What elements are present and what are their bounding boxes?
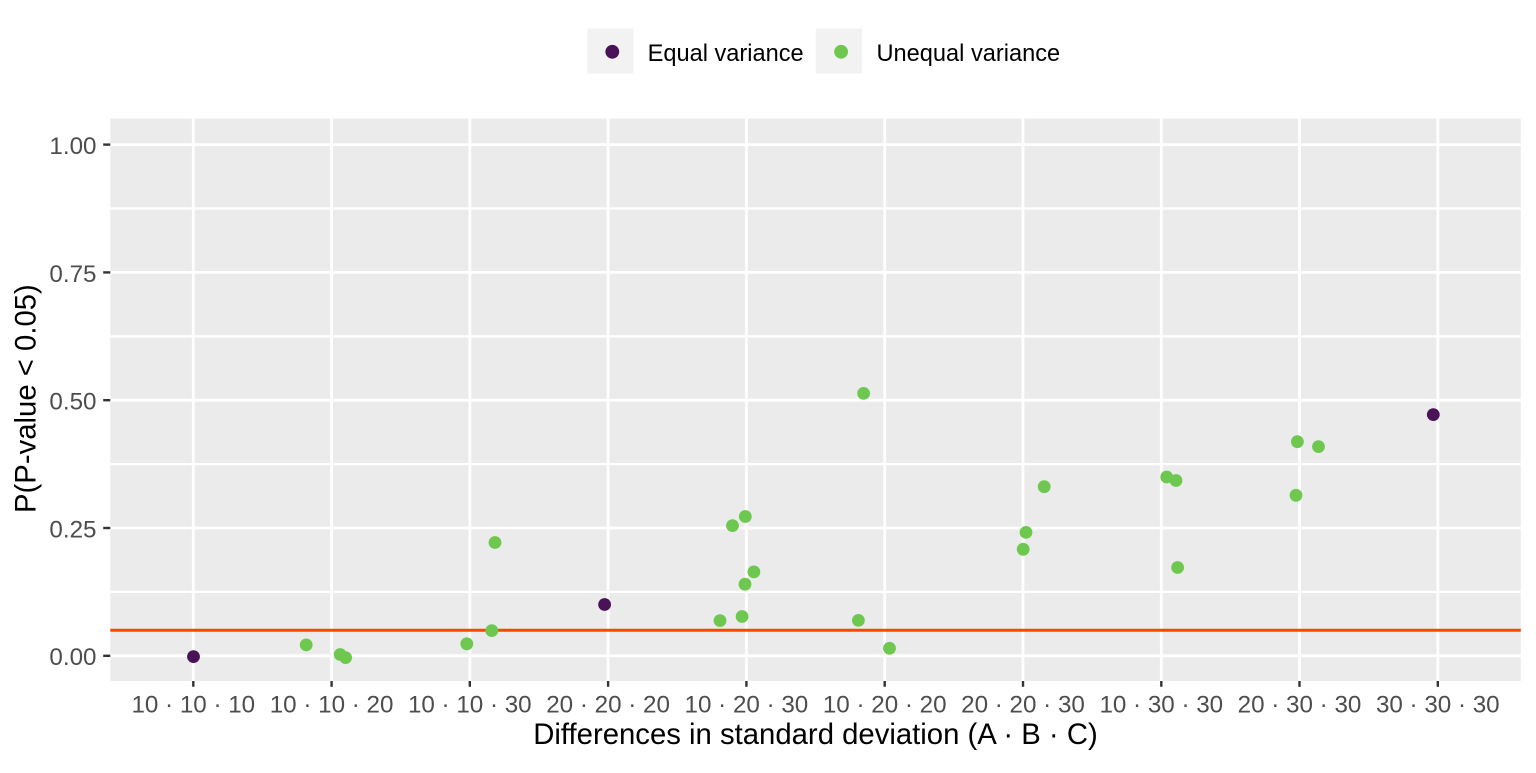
svg-text:0.50: 0.50 xyxy=(49,389,96,416)
svg-text:20 · 20 · 30: 20 · 20 · 30 xyxy=(961,691,1085,718)
svg-text:0.00: 0.00 xyxy=(49,644,96,671)
svg-text:P(P-value < 0.05): P(P-value < 0.05) xyxy=(10,284,43,513)
svg-text:10 · 10 · 10: 10 · 10 · 10 xyxy=(131,691,255,718)
svg-text:0.25: 0.25 xyxy=(49,516,96,543)
svg-text:Unequal variance: Unequal variance xyxy=(877,41,1061,67)
svg-text:1.00: 1.00 xyxy=(49,133,96,160)
svg-text:30 · 30 · 30: 30 · 30 · 30 xyxy=(1376,691,1500,718)
svg-text:10 · 20 · 30: 10 · 20 · 30 xyxy=(685,691,809,718)
svg-text:10 · 10 · 30: 10 · 10 · 30 xyxy=(408,691,532,718)
svg-text:10 · 20 · 20: 10 · 20 · 20 xyxy=(823,691,947,718)
svg-text:Differences in standard deviat: Differences in standard deviation (A · B… xyxy=(533,718,1098,751)
svg-text:20 · 20 · 20: 20 · 20 · 20 xyxy=(546,691,670,718)
svg-text:10 · 30 · 30: 10 · 30 · 30 xyxy=(1099,691,1223,718)
svg-text:20 · 30 · 30: 20 · 30 · 30 xyxy=(1238,691,1362,718)
svg-text:0.75: 0.75 xyxy=(49,261,96,288)
svg-text:Equal variance: Equal variance xyxy=(648,41,804,67)
svg-text:10 · 10 · 20: 10 · 10 · 20 xyxy=(270,691,394,718)
